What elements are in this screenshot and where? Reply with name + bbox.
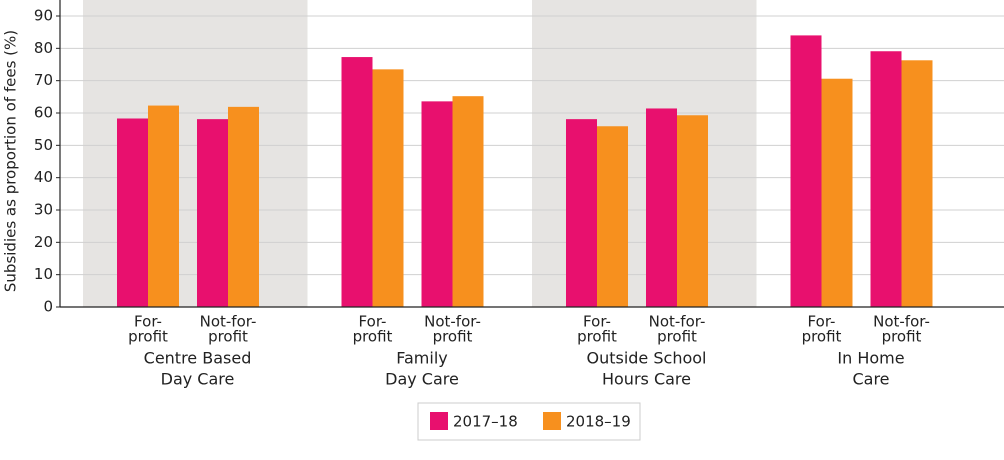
bar bbox=[677, 115, 708, 307]
bar bbox=[341, 57, 373, 308]
legend-label: 2018–19 bbox=[566, 413, 631, 431]
bar bbox=[870, 51, 902, 307]
group-label: Care bbox=[852, 370, 889, 389]
legend-label: 2017–18 bbox=[453, 413, 518, 431]
y-tick-label: 10 bbox=[34, 265, 53, 283]
y-tick-label: 80 bbox=[34, 39, 53, 57]
x-tick-label: profit bbox=[657, 328, 697, 346]
x-tick-label: Not-for- bbox=[649, 313, 706, 331]
group-label: In Home bbox=[837, 349, 904, 368]
group-label: Family bbox=[396, 349, 447, 368]
group-label: Day Care bbox=[161, 370, 235, 389]
x-tick-label: profit bbox=[208, 328, 248, 346]
x-tick-label: profit bbox=[577, 328, 617, 346]
legend-box bbox=[417, 402, 641, 441]
y-tick-label: 0 bbox=[43, 298, 53, 316]
bar bbox=[228, 106, 259, 308]
bar bbox=[452, 96, 484, 307]
bar bbox=[566, 119, 597, 307]
group-label: Hours Care bbox=[602, 370, 691, 389]
bar bbox=[901, 60, 933, 308]
y-tick-label: 70 bbox=[34, 71, 53, 89]
legend-swatch bbox=[430, 412, 448, 430]
x-tick-label: For- bbox=[808, 313, 836, 331]
bar bbox=[646, 108, 677, 308]
y-tick-label: 60 bbox=[34, 104, 53, 122]
group-shade bbox=[83, 0, 308, 307]
bar bbox=[790, 35, 822, 308]
x-tick-label: For- bbox=[583, 313, 611, 331]
x-tick-label: Not-for- bbox=[424, 313, 481, 331]
x-tick-label: profit bbox=[353, 328, 393, 346]
y-tick-label: 50 bbox=[34, 136, 53, 154]
group-label: Outside School bbox=[586, 349, 706, 368]
x-tick-label: profit bbox=[882, 328, 922, 346]
y-axis-label: Subsidies as proportion of fees (%) bbox=[2, 30, 20, 292]
y-tick-label: 20 bbox=[34, 233, 53, 251]
x-tick-label: For- bbox=[359, 313, 387, 331]
bar bbox=[117, 118, 148, 307]
y-tick-label: 30 bbox=[34, 201, 53, 219]
legend-swatch bbox=[543, 412, 561, 430]
x-tick-label: Not-for- bbox=[873, 313, 930, 331]
x-tick-label: Not-for- bbox=[200, 313, 257, 331]
bar bbox=[148, 105, 179, 308]
bar bbox=[197, 119, 228, 307]
x-tick-label: profit bbox=[128, 328, 168, 346]
x-tick-label: For- bbox=[134, 313, 162, 331]
x-tick-label: profit bbox=[433, 328, 473, 346]
y-tick-label: 90 bbox=[34, 7, 53, 25]
y-tick-label: 40 bbox=[34, 168, 53, 186]
group-label: Centre Based bbox=[144, 349, 252, 368]
bar bbox=[421, 101, 453, 307]
bar bbox=[372, 69, 404, 307]
bar bbox=[821, 78, 853, 307]
x-tick-label: profit bbox=[802, 328, 842, 346]
group-label: Day Care bbox=[385, 370, 459, 389]
bar bbox=[597, 126, 628, 307]
group-shade bbox=[532, 0, 757, 307]
